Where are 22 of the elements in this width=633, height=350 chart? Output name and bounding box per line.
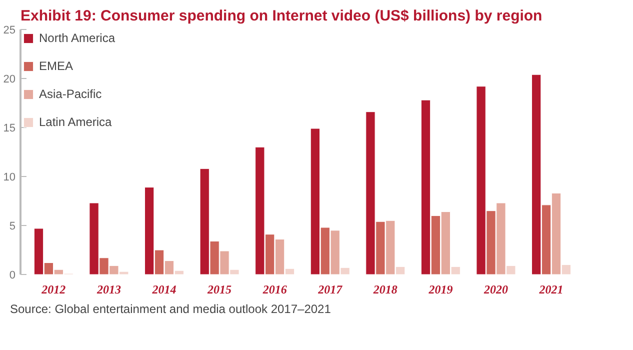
- legend-label: EMEA: [39, 59, 74, 73]
- source-note: Source: Global entertainment and media outlook 2017–2021: [10, 301, 331, 318]
- x-tick-label: 2014: [151, 282, 176, 296]
- legend-label: Asia-Pacific: [39, 87, 102, 101]
- y-tick-label: 25: [3, 24, 16, 36]
- y-tick-label: 0: [9, 270, 16, 282]
- y-tick-label: 10: [3, 172, 16, 184]
- legend-label: Latin America: [39, 115, 112, 129]
- x-tick-label: 2012: [40, 282, 66, 296]
- x-tick-label: 2021: [538, 282, 564, 296]
- y-tick-label: 20: [3, 74, 16, 86]
- legend-label: North America: [39, 31, 116, 45]
- x-tick-label: 2018: [372, 282, 398, 296]
- chart-title: Exhibit 19: Consumer spending on Internet video (US$ billions) by region: [20, 8, 542, 24]
- y-tick-label: 15: [3, 122, 16, 134]
- x-tick-label: 2015: [206, 282, 232, 296]
- x-tick-label: 2019: [428, 282, 453, 296]
- x-tick-label: 2017: [317, 282, 344, 296]
- x-tick-label: 2016: [262, 282, 287, 296]
- x-tick-label: 2013: [96, 282, 121, 296]
- x-tick-label: 2020: [482, 282, 508, 296]
- y-tick-label: 5: [9, 220, 16, 232]
